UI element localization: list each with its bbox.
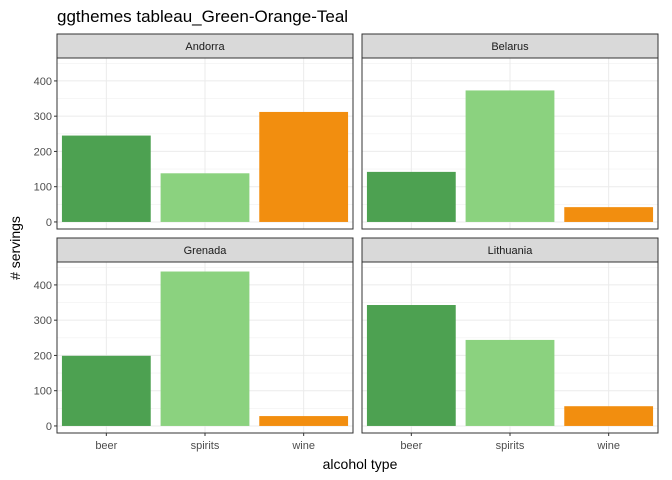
facet-panel-andorra: Andorra 0 100 200 300 400 [34, 33, 354, 230]
bar-grenada-beer [61, 355, 151, 426]
facet-strip-label: Belarus [491, 41, 529, 53]
bar-grenada-wine [259, 416, 349, 426]
x-tick-label-spirits: spirits [191, 440, 220, 452]
facet-strip-label: Andorra [185, 41, 225, 53]
panel-border [361, 57, 659, 230]
y-tick-label: 200 [34, 350, 52, 362]
facet-panel-belarus: Belarus [361, 33, 659, 230]
y-tick-label: 0 [46, 217, 52, 229]
y-tick-label: 0 [46, 421, 52, 433]
facet-strip [56, 237, 354, 263]
facet-strip-label: Lithuania [488, 245, 534, 257]
bar-lithuania-spirits [465, 339, 555, 426]
panel-border [56, 57, 354, 230]
y-tick-label: 400 [34, 280, 52, 292]
x-tick-label-wine: wine [596, 440, 620, 452]
chart-title: ggthemes tableau_Green-Orange-Teal [57, 7, 348, 26]
facet-strip [361, 237, 659, 263]
bar-andorra-beer [61, 135, 151, 222]
y-tick-label: 300 [34, 315, 52, 327]
bar-andorra-spirits [160, 173, 250, 222]
bar-belarus-wine [564, 207, 654, 222]
facet-panel-grenada: Grenada 0 100 200 300 400 beer spirits wine [34, 237, 354, 452]
x-tick-label-beer: beer [95, 440, 117, 452]
y-tick-label: 300 [34, 111, 52, 123]
y-tick-label: 400 [34, 76, 52, 88]
x-tick-label-spirits: spirits [496, 440, 525, 452]
facet-strip [361, 33, 659, 59]
bar-lithuania-beer [366, 305, 456, 426]
bar-andorra-wine [259, 111, 349, 222]
facet-strip [56, 33, 354, 59]
x-axis-title: alcohol type [323, 456, 398, 472]
bar-belarus-beer [366, 171, 456, 222]
x-tick-label-beer: beer [400, 440, 422, 452]
y-tick-label: 100 [34, 182, 52, 194]
x-tick-label-wine: wine [291, 440, 315, 452]
facet-strip-label: Grenada [184, 245, 228, 257]
bar-belarus-spirits [465, 90, 555, 222]
y-tick-label: 100 [34, 386, 52, 398]
y-tick-label: 200 [34, 146, 52, 158]
bar-grenada-spirits [160, 271, 250, 426]
facet-panel-lithuania: Lithuania beer spirits wine [361, 237, 659, 452]
bar-lithuania-wine [564, 406, 654, 426]
y-axis-title: # servings [7, 216, 23, 280]
facet-panels: Andorra 0 100 200 300 400 Belarus Grenada 0 100 20… [34, 33, 659, 452]
